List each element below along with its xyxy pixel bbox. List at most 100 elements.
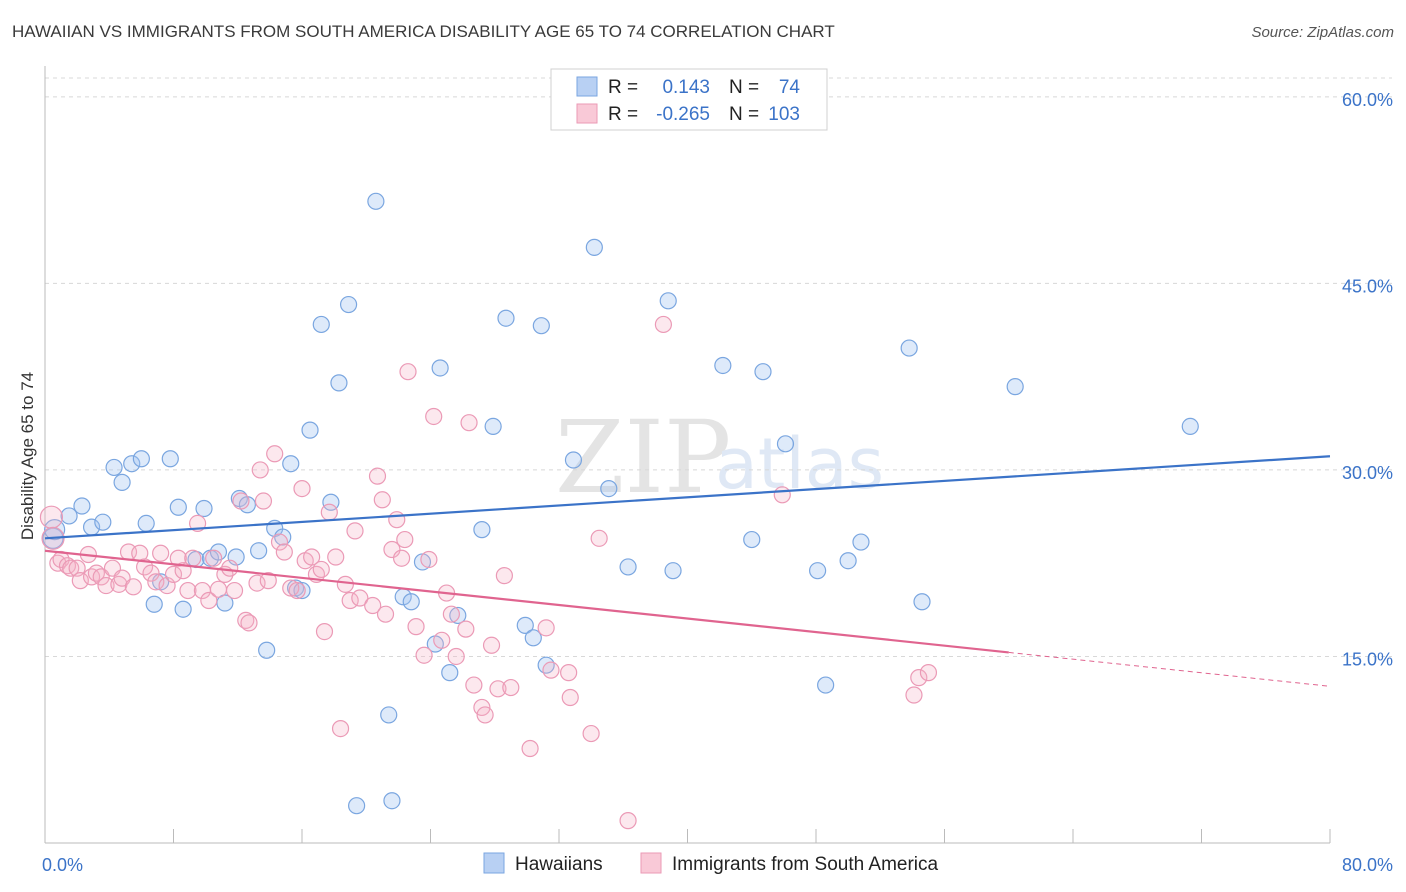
- x-tick-label: 80.0%: [1342, 855, 1393, 875]
- correlation-legend: R = 0.143 N = 74 R = -0.265 N = 103: [550, 68, 828, 131]
- immigrant-point: [254, 492, 273, 510]
- trend-line-hawaiians: [44, 455, 1331, 540]
- hawaiian-point: [1181, 417, 1199, 436]
- immigrant-point: [237, 611, 255, 630]
- immigrant-point: [232, 492, 250, 510]
- hawaiian-point: [600, 479, 618, 498]
- hawaiian-point: [132, 450, 150, 468]
- immigrant-point: [560, 664, 578, 682]
- immigrant-point: [275, 543, 293, 561]
- immigrant-point: [209, 580, 228, 598]
- immigrant-point: [288, 581, 306, 600]
- trend-line-immigrants-extension: [1008, 651, 1331, 687]
- immigrant-point: [619, 812, 637, 830]
- y-tick-label: 45.0%: [1342, 276, 1393, 296]
- immigrant-point: [773, 486, 791, 504]
- data-points: [39, 192, 1199, 830]
- immigrant-point: [407, 618, 425, 636]
- immigrant-point: [502, 678, 520, 697]
- immigrant-point: [164, 565, 183, 583]
- hawaiian-point: [585, 238, 603, 256]
- hawaiian-point: [339, 295, 358, 314]
- hawaiian-point: [250, 542, 268, 560]
- immigrant-point: [396, 530, 414, 549]
- hawaiian-point: [537, 656, 555, 674]
- hawaiian-point: [174, 600, 192, 618]
- immigrant-point: [521, 739, 539, 758]
- hawaiian-point: [348, 797, 366, 815]
- hawaiian-point: [367, 192, 385, 210]
- immigrant-point: [221, 559, 239, 577]
- immigrant-point: [97, 576, 115, 595]
- hawaiian-point: [137, 514, 155, 533]
- immigrant-point: [327, 548, 345, 566]
- immigrant-point: [460, 414, 478, 432]
- trend-lines: [44, 455, 1331, 687]
- immigrant-point: [392, 549, 411, 567]
- immigrant-point: [312, 560, 330, 579]
- immigrant-point: [248, 574, 266, 592]
- hawaiian-point: [449, 606, 467, 625]
- legend-r-value-1: 0.143: [662, 77, 710, 98]
- immigrant-point: [376, 605, 395, 623]
- immigrant-point: [420, 550, 438, 569]
- hawaiian-point: [258, 641, 276, 659]
- hawaiian-point: [516, 616, 534, 634]
- hawaiian-point: [817, 676, 835, 694]
- immigrant-point: [495, 567, 513, 585]
- y-tick-label: 30.0%: [1342, 463, 1393, 483]
- watermark-atlas: atlas: [715, 423, 884, 505]
- legend-n-label-1: N =: [729, 77, 759, 98]
- immigrant-point: [364, 596, 382, 615]
- immigrant-point: [388, 511, 406, 529]
- hawaiian-point: [105, 458, 123, 477]
- hawaiian-point: [524, 629, 542, 647]
- immigrant-point: [266, 445, 284, 463]
- hawaiian-point: [484, 417, 502, 436]
- y-tick-label: 60.0%: [1342, 90, 1393, 110]
- hawaiian-point: [282, 455, 300, 473]
- immigrant-point: [425, 407, 443, 426]
- immigrant-point: [447, 647, 465, 666]
- hawaiian-point: [60, 507, 78, 525]
- hawaiian-point: [473, 521, 491, 539]
- legend-n-value-2: 103: [768, 104, 800, 125]
- immigrant-point: [336, 575, 354, 593]
- hawaiian-point: [301, 421, 319, 439]
- hawaiian-point: [913, 593, 931, 611]
- immigrant-point: [184, 549, 202, 567]
- immigrant-point: [542, 661, 560, 679]
- immigrant-point: [205, 549, 223, 567]
- axes: 15.0% 30.0% 45.0% 60.0% 0.0% 80.0%: [42, 66, 1393, 875]
- hawaiian-point: [161, 450, 179, 468]
- y-axis-label: Disability Age 65 to 74: [18, 372, 37, 540]
- immigrant-point: [415, 646, 433, 664]
- hawaiian-point: [441, 664, 459, 682]
- hawaiian-point: [664, 562, 682, 580]
- hawaiian-point: [532, 317, 550, 335]
- hawaiian-point: [73, 497, 91, 515]
- immigrant-point: [331, 719, 350, 738]
- y-tick-label: 15.0%: [1342, 649, 1393, 669]
- immigrant-point: [910, 669, 928, 687]
- hawaiian-point: [169, 498, 187, 516]
- hawaiian-point: [274, 528, 292, 546]
- immigrant-point: [368, 467, 387, 485]
- series-legend-swatch-immigrants: [640, 852, 662, 874]
- immigrant-point: [39, 505, 64, 529]
- legend-n-value-1: 74: [779, 77, 801, 98]
- legend-swatch-blue: [576, 76, 598, 97]
- legend-n-label-2: N =: [729, 104, 759, 125]
- series-legend-label-hawaiians: Hawaiians: [515, 854, 603, 875]
- series-legend-label-immigrants: Immigrants from South America: [672, 854, 939, 875]
- immigrant-point: [293, 479, 311, 498]
- hawaiian-point: [312, 315, 330, 334]
- immigrant-point: [240, 614, 258, 632]
- immigrant-point: [92, 568, 110, 586]
- immigrant-point: [225, 581, 244, 600]
- hawaiian-point: [839, 552, 857, 570]
- immigrant-point: [383, 540, 401, 559]
- hawaiian-point: [113, 473, 131, 491]
- immigrant-point: [465, 676, 483, 694]
